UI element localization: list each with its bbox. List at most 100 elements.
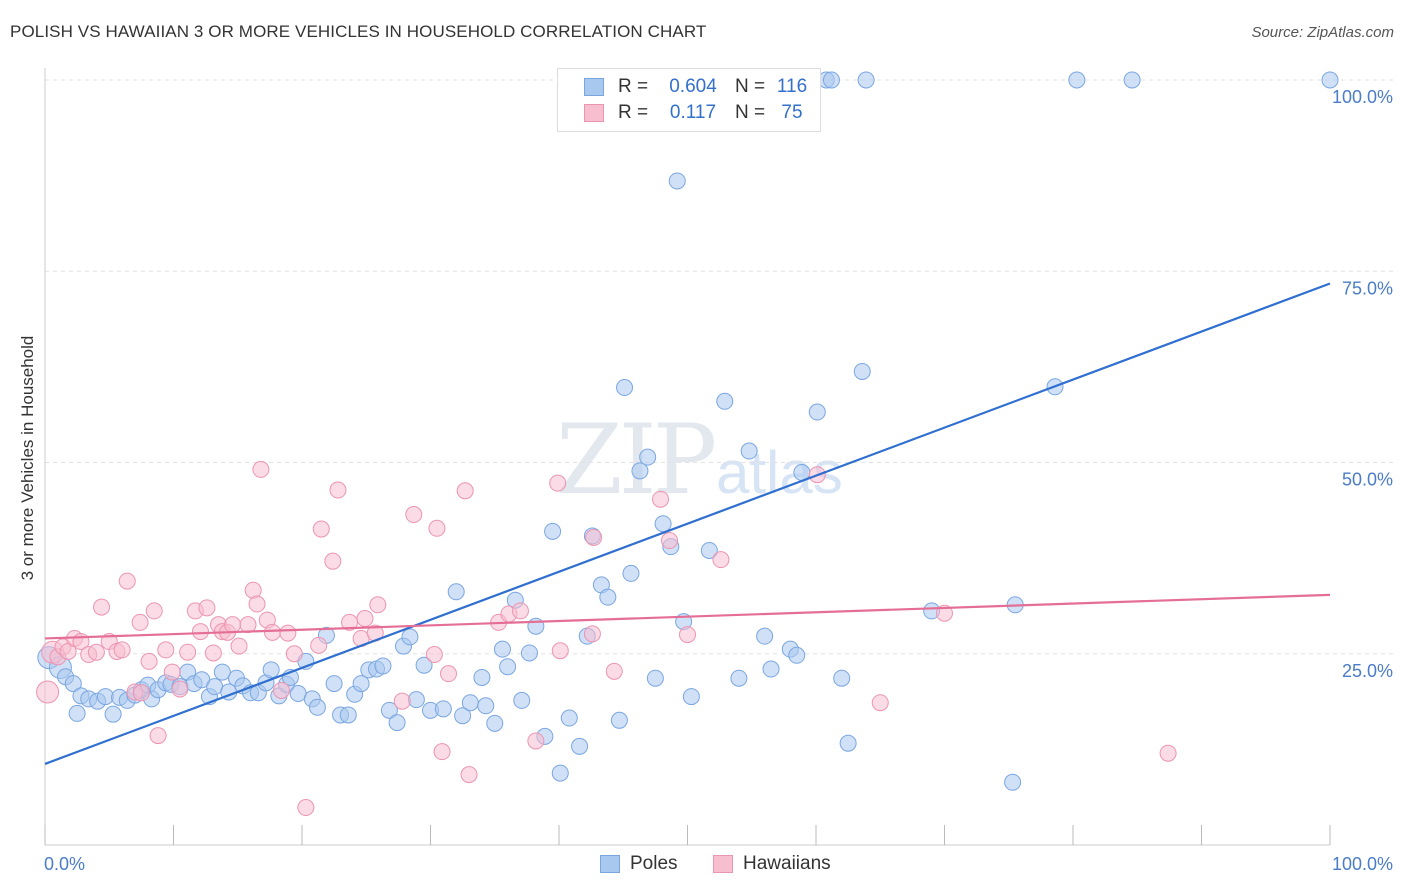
hawaiians-point (511, 602, 529, 620)
hawaiians-point (456, 482, 474, 500)
hawaiians-point (605, 662, 623, 680)
hawaiians-n-value: 75 (781, 102, 803, 123)
poles-point (415, 656, 433, 674)
hawaiians-point (312, 520, 330, 538)
y-tick-label: 50.0% (1342, 470, 1393, 490)
poles-point (808, 403, 826, 421)
poles-point (68, 704, 86, 722)
poles-point (1321, 71, 1339, 89)
poles-point (833, 669, 851, 687)
hawaiians-r-value: 0.117 (669, 102, 717, 123)
poles-point (206, 678, 224, 696)
poles-point (339, 706, 357, 724)
poles-point (262, 661, 280, 679)
bottom-hawaiians-swatch (713, 855, 733, 873)
hawaiians-point (460, 766, 478, 784)
hawaiians-trend-line (44, 593, 1331, 640)
hawaiians-point (936, 604, 953, 622)
poles-point (388, 714, 406, 732)
poles-point (730, 669, 748, 687)
hawaiians-point (191, 623, 209, 641)
poles-point (499, 658, 517, 676)
poles-point (461, 694, 479, 712)
poles-point (716, 392, 734, 410)
hawaiians-point (204, 644, 222, 662)
poles-point (477, 697, 495, 715)
hawaiians-point (324, 552, 342, 570)
hawaiians-point (551, 642, 569, 660)
hawaiians-point (87, 643, 105, 661)
hawaiians-point (93, 598, 111, 616)
hawaiians-point (118, 572, 136, 590)
poles-r-value: 0.604 (669, 76, 717, 97)
poles-point (740, 442, 758, 460)
poles-point (599, 588, 617, 606)
poles-n-value: 116 (776, 76, 808, 97)
hawaiians-point (113, 641, 131, 659)
hawaiians-point (425, 646, 443, 664)
hawaiians-point (132, 684, 150, 702)
poles-point (454, 707, 472, 725)
poles-point (380, 701, 398, 719)
hawaiians-point (871, 694, 889, 712)
y-tick-label: 25.0% (1342, 661, 1393, 681)
hawaiians-point (131, 613, 149, 631)
poles-point (473, 668, 491, 686)
x-tick-label-min: 0.0% (44, 854, 85, 874)
poles-n-label: N = (734, 76, 766, 97)
x-tick-label-max: 100.0% (1332, 854, 1393, 874)
hawaiians-point (149, 727, 167, 745)
y-axis-label: 3 or more Vehicles in Household (18, 335, 37, 581)
poles-point (401, 628, 419, 646)
poles-r-label: R = (618, 76, 649, 97)
hawaiians-point (163, 663, 181, 681)
poles-trend-line (44, 282, 1331, 765)
hawaiians-point (405, 506, 423, 524)
bottom-poles-swatch (600, 855, 620, 873)
poles-point (762, 660, 780, 678)
poles-point (104, 705, 122, 723)
poles-swatch (584, 78, 604, 96)
hawaiians-point (272, 681, 290, 699)
hawaiians-point (171, 680, 189, 698)
hawaiians-point (433, 743, 451, 761)
poles-point (571, 737, 589, 755)
bottom-legend-poles: Poles (600, 852, 678, 876)
poles-point (308, 698, 326, 716)
y-tick-label: 100.0% (1332, 87, 1393, 107)
correlation-legend: R = 0.604 N = 116 R = 0.117 N = 75 (557, 68, 821, 132)
hawaiians-point (198, 599, 216, 617)
poles-point (352, 675, 370, 693)
poles-point (646, 669, 664, 687)
hawaiians-point (263, 623, 281, 641)
poles-point (631, 462, 649, 480)
poles-point (639, 448, 657, 466)
hawaiians-point (36, 680, 60, 704)
legend-row-hawaiians: R = 0.117 N = 75 (584, 100, 812, 126)
hawaiians-point (239, 616, 257, 634)
poles-point (289, 685, 307, 703)
poles-point (434, 700, 452, 718)
hawaiians-point (527, 732, 545, 750)
hawaiians-point (393, 692, 411, 710)
poles-point (756, 627, 774, 645)
legend-row-poles: R = 0.604 N = 116 (584, 74, 812, 100)
hawaiians-point (179, 643, 197, 661)
poles-point (551, 764, 569, 782)
hawaiians-point (285, 645, 303, 663)
poles-point (213, 663, 231, 681)
hawaiians-point (230, 637, 248, 655)
poles-point (822, 71, 840, 89)
hawaiians-point (224, 616, 242, 634)
hawaiians-point (583, 625, 601, 643)
hawaiians-point (661, 532, 679, 550)
poles-point (325, 675, 343, 693)
poles-point (486, 714, 504, 732)
hawaiians-point (652, 490, 670, 508)
hawaiians-point (248, 595, 266, 613)
hawaiians-point (145, 602, 163, 620)
hawaiians-point (356, 610, 374, 628)
poles-point (520, 644, 538, 662)
watermark-zip: ZIP (556, 404, 717, 516)
